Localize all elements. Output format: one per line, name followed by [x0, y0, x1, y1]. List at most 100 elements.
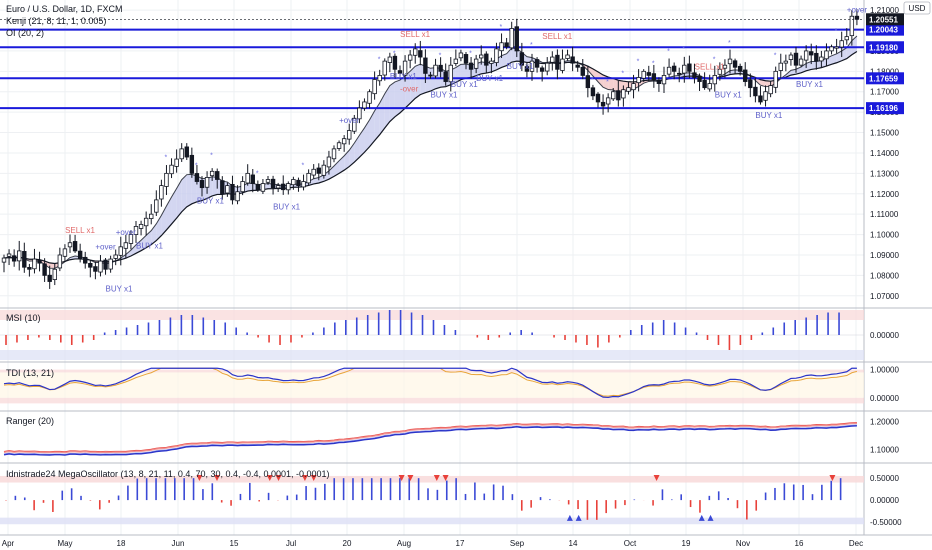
candle-down	[539, 67, 545, 72]
oi-indicator-label: OI (20, 2)	[6, 28, 44, 38]
cloud-segment	[511, 48, 517, 63]
mega-sell-arrow	[310, 474, 317, 481]
mega-buy-arrow	[707, 514, 714, 521]
time-tick-label: Aug	[397, 539, 411, 548]
cloud-segment	[344, 150, 350, 171]
candle-up	[240, 181, 245, 193]
ranger-pane[interactable]: 1.20000 1.10000	[3, 417, 899, 456]
price-tick-label: 1.14000	[870, 149, 899, 158]
candle-up	[803, 50, 809, 61]
over-label: -over	[400, 84, 419, 93]
mega-sell-arrow	[398, 474, 405, 481]
candle-down	[27, 267, 32, 270]
kenji-indicator-label: Kenji (21, 8, 11, 1, 0.005)	[6, 16, 106, 26]
candle-up	[306, 172, 311, 184]
star-marker: *	[774, 52, 777, 59]
star-marker: *	[713, 56, 716, 63]
buy-signal-label: BUY x1	[390, 72, 418, 81]
price-tick-label: 1.08000	[870, 271, 899, 280]
candle-up	[641, 70, 646, 79]
currency-button[interactable]	[903, 1, 931, 15]
candle-up	[67, 242, 73, 248]
mega-sell-arrow	[196, 474, 203, 481]
sell-signal-label: SELL x1	[400, 30, 430, 39]
last-price-label: 1.20551	[869, 15, 898, 24]
candle-down	[250, 174, 255, 184]
candle-down	[215, 171, 220, 180]
candle-down	[88, 263, 93, 268]
candle-up	[682, 64, 687, 74]
candle-up	[722, 64, 728, 69]
candle-up	[788, 54, 794, 60]
candle-up	[143, 217, 149, 227]
buy-signal-label: BUY x1	[430, 90, 458, 99]
candle-down	[753, 86, 758, 97]
price-tick-label: 1.07000	[870, 292, 899, 301]
candle-down	[732, 60, 738, 68]
tdi-tick-label: 1.00000	[870, 366, 899, 375]
candle-up	[661, 75, 667, 85]
time-tick-label: 18	[117, 539, 126, 548]
star-marker: *	[439, 52, 442, 59]
cloud-segment	[811, 61, 817, 70]
candle-up	[631, 83, 636, 91]
candle-up	[179, 148, 184, 160]
candle-up	[123, 242, 129, 249]
buy-signal-label: BUY x1	[796, 80, 824, 89]
candle-down	[580, 66, 585, 76]
candlestick-series[interactable]	[1, 9, 860, 289]
time-tick-label: 20	[343, 539, 352, 548]
cloud-segment	[181, 174, 187, 212]
candle-down	[397, 70, 403, 74]
candle-down	[677, 72, 682, 75]
star-marker: *	[530, 42, 533, 49]
candle-down	[671, 65, 677, 72]
candle-down	[194, 173, 200, 182]
price-tick-label: 1.12000	[870, 190, 899, 199]
candle-down	[93, 266, 98, 272]
last-price-tag	[866, 13, 904, 26]
time-tick-label: 14	[569, 539, 578, 548]
tdi-mid-band	[0, 372, 864, 398]
candle-up	[413, 48, 418, 56]
candle-up	[819, 56, 824, 62]
candle-up	[453, 58, 459, 64]
mega-sell-arrow	[829, 474, 836, 481]
price-tick-label: 1.09000	[870, 251, 899, 260]
candle-up	[98, 260, 103, 273]
ranger-upper-line-2	[3, 422, 857, 454]
sell-signal-label: SELL x1	[695, 63, 725, 72]
candle-up	[260, 183, 266, 192]
candle-up	[52, 268, 57, 280]
price-axis[interactable]: 1.210001.200001.190001.180001.170001.160…	[0, 6, 904, 301]
overbought-zone	[0, 310, 864, 320]
oversold-zone	[0, 350, 864, 360]
buy-signal-label: BUY x1	[507, 62, 535, 71]
cloud-segment	[618, 80, 624, 93]
candle-up	[778, 62, 783, 71]
candle-up	[174, 158, 179, 167]
candle-up	[321, 164, 327, 176]
candle-down	[47, 274, 52, 282]
star-marker: *	[393, 50, 396, 57]
candle-up	[128, 234, 134, 244]
time-axis[interactable]: Apr May 18 Jun 15 Jul 20 Aug 17 Sep 14 Oct 19 Nov 16 De…	[2, 539, 863, 548]
candle-down	[230, 184, 235, 201]
mega-tick-label: -0.50000	[870, 518, 902, 527]
cloud-segment	[841, 47, 847, 61]
tdi-pane[interactable]: 1.00000 0.00000	[0, 366, 899, 404]
candle-up	[382, 60, 387, 76]
candle-down	[11, 255, 17, 262]
candle-down	[793, 52, 799, 66]
msi-pane[interactable]: 0.00000	[0, 310, 899, 360]
candle-down	[651, 73, 657, 80]
cloud-segment	[379, 93, 385, 135]
ranger-upper-line	[3, 421, 857, 453]
megaoscillator-pane[interactable]: 0.50000 0.00000 -0.50000	[0, 474, 902, 527]
candle-up	[352, 117, 357, 132]
cloud-segment	[328, 165, 334, 180]
candle-down	[595, 93, 601, 103]
cloud-segment	[405, 71, 411, 109]
candle-down	[22, 251, 27, 268]
